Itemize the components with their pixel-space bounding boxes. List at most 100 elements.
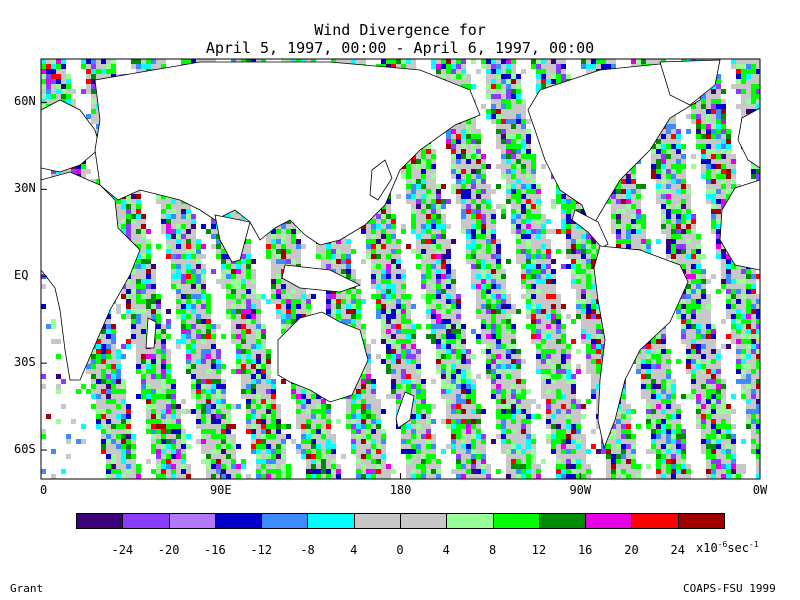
data-cell	[521, 259, 526, 264]
data-cell	[681, 294, 686, 299]
data-cell	[86, 84, 91, 89]
data-cell	[456, 149, 461, 154]
data-cell	[576, 264, 581, 269]
data-cell	[731, 169, 736, 174]
data-cell	[131, 304, 136, 309]
data-cell	[131, 214, 136, 219]
data-cell	[461, 224, 466, 229]
data-cell	[466, 194, 471, 199]
data-cell	[626, 174, 631, 179]
data-cell	[581, 64, 586, 69]
data-cell	[131, 299, 136, 304]
data-cell	[751, 94, 756, 99]
data-cell	[41, 284, 46, 289]
data-cell	[121, 209, 126, 214]
data-cell	[451, 189, 456, 194]
data-cell	[416, 199, 421, 204]
data-cell	[521, 234, 526, 239]
data-cell	[616, 184, 621, 189]
data-cell	[506, 159, 511, 164]
data-cell	[391, 214, 396, 219]
data-cell	[191, 249, 196, 254]
data-cell	[511, 134, 516, 139]
data-cell	[56, 74, 61, 79]
data-cell	[471, 184, 476, 189]
data-cell	[166, 239, 171, 244]
data-cell	[476, 169, 481, 174]
data-cell	[461, 84, 466, 89]
data-cell	[281, 299, 286, 304]
data-cell	[476, 239, 481, 244]
data-cell	[176, 229, 181, 234]
data-cell	[726, 274, 731, 279]
data-cell	[436, 59, 441, 64]
data-cell	[101, 74, 106, 79]
data-cell	[146, 254, 151, 259]
data-cell	[471, 244, 476, 249]
data-cell	[676, 214, 681, 219]
data-cell	[156, 199, 161, 204]
data-cell	[591, 239, 596, 244]
data-cell	[611, 64, 616, 69]
data-cell	[461, 204, 466, 209]
data-cell	[366, 239, 371, 244]
data-cell	[146, 284, 151, 289]
data-cell	[411, 164, 416, 169]
data-cell	[461, 159, 466, 164]
data-cell	[681, 299, 686, 304]
data-cell	[126, 299, 131, 304]
data-cell	[366, 229, 371, 234]
data-cell	[526, 294, 531, 299]
data-cell	[696, 134, 701, 139]
data-cell	[716, 184, 721, 189]
data-cell	[431, 224, 436, 229]
data-cell	[226, 214, 231, 219]
data-cell	[696, 234, 701, 239]
data-cell	[246, 254, 251, 259]
data-cell	[626, 194, 631, 199]
data-cell	[346, 244, 351, 249]
data-cell	[556, 294, 561, 299]
data-cell	[736, 279, 741, 284]
data-cell	[731, 294, 736, 299]
data-cell	[491, 84, 496, 89]
data-cell	[656, 194, 661, 199]
data-cell	[296, 249, 301, 254]
data-cell	[516, 184, 521, 189]
data-cell	[381, 219, 386, 224]
data-cell	[621, 204, 626, 209]
data-cell	[546, 79, 551, 84]
data-cell	[556, 229, 561, 234]
data-cell	[241, 269, 246, 274]
data-cell	[276, 289, 281, 294]
data-cell	[181, 299, 186, 304]
data-cell	[676, 169, 681, 174]
data-cell	[456, 59, 461, 64]
data-cell	[751, 84, 756, 89]
data-cell	[741, 84, 746, 89]
data-cell	[486, 294, 491, 299]
data-cell	[411, 249, 416, 254]
data-cell	[81, 59, 86, 64]
data-cell	[521, 264, 526, 269]
data-cell	[446, 244, 451, 249]
data-cell	[176, 234, 181, 239]
data-cell	[526, 194, 531, 199]
data-cell	[466, 149, 471, 154]
data-cell	[436, 194, 441, 199]
data-cell	[336, 304, 341, 309]
data-cell	[721, 124, 726, 129]
data-cell	[51, 79, 56, 84]
data-cell	[251, 289, 256, 294]
data-cell	[471, 204, 476, 209]
data-cell	[591, 279, 596, 284]
data-cell	[96, 59, 101, 64]
data-cell	[161, 204, 166, 209]
data-cell	[156, 194, 161, 199]
data-cell	[506, 149, 511, 154]
data-cell	[116, 214, 121, 219]
data-cell	[736, 64, 741, 69]
data-cell	[281, 224, 286, 229]
data-cell	[526, 264, 531, 269]
data-cell	[721, 259, 726, 264]
